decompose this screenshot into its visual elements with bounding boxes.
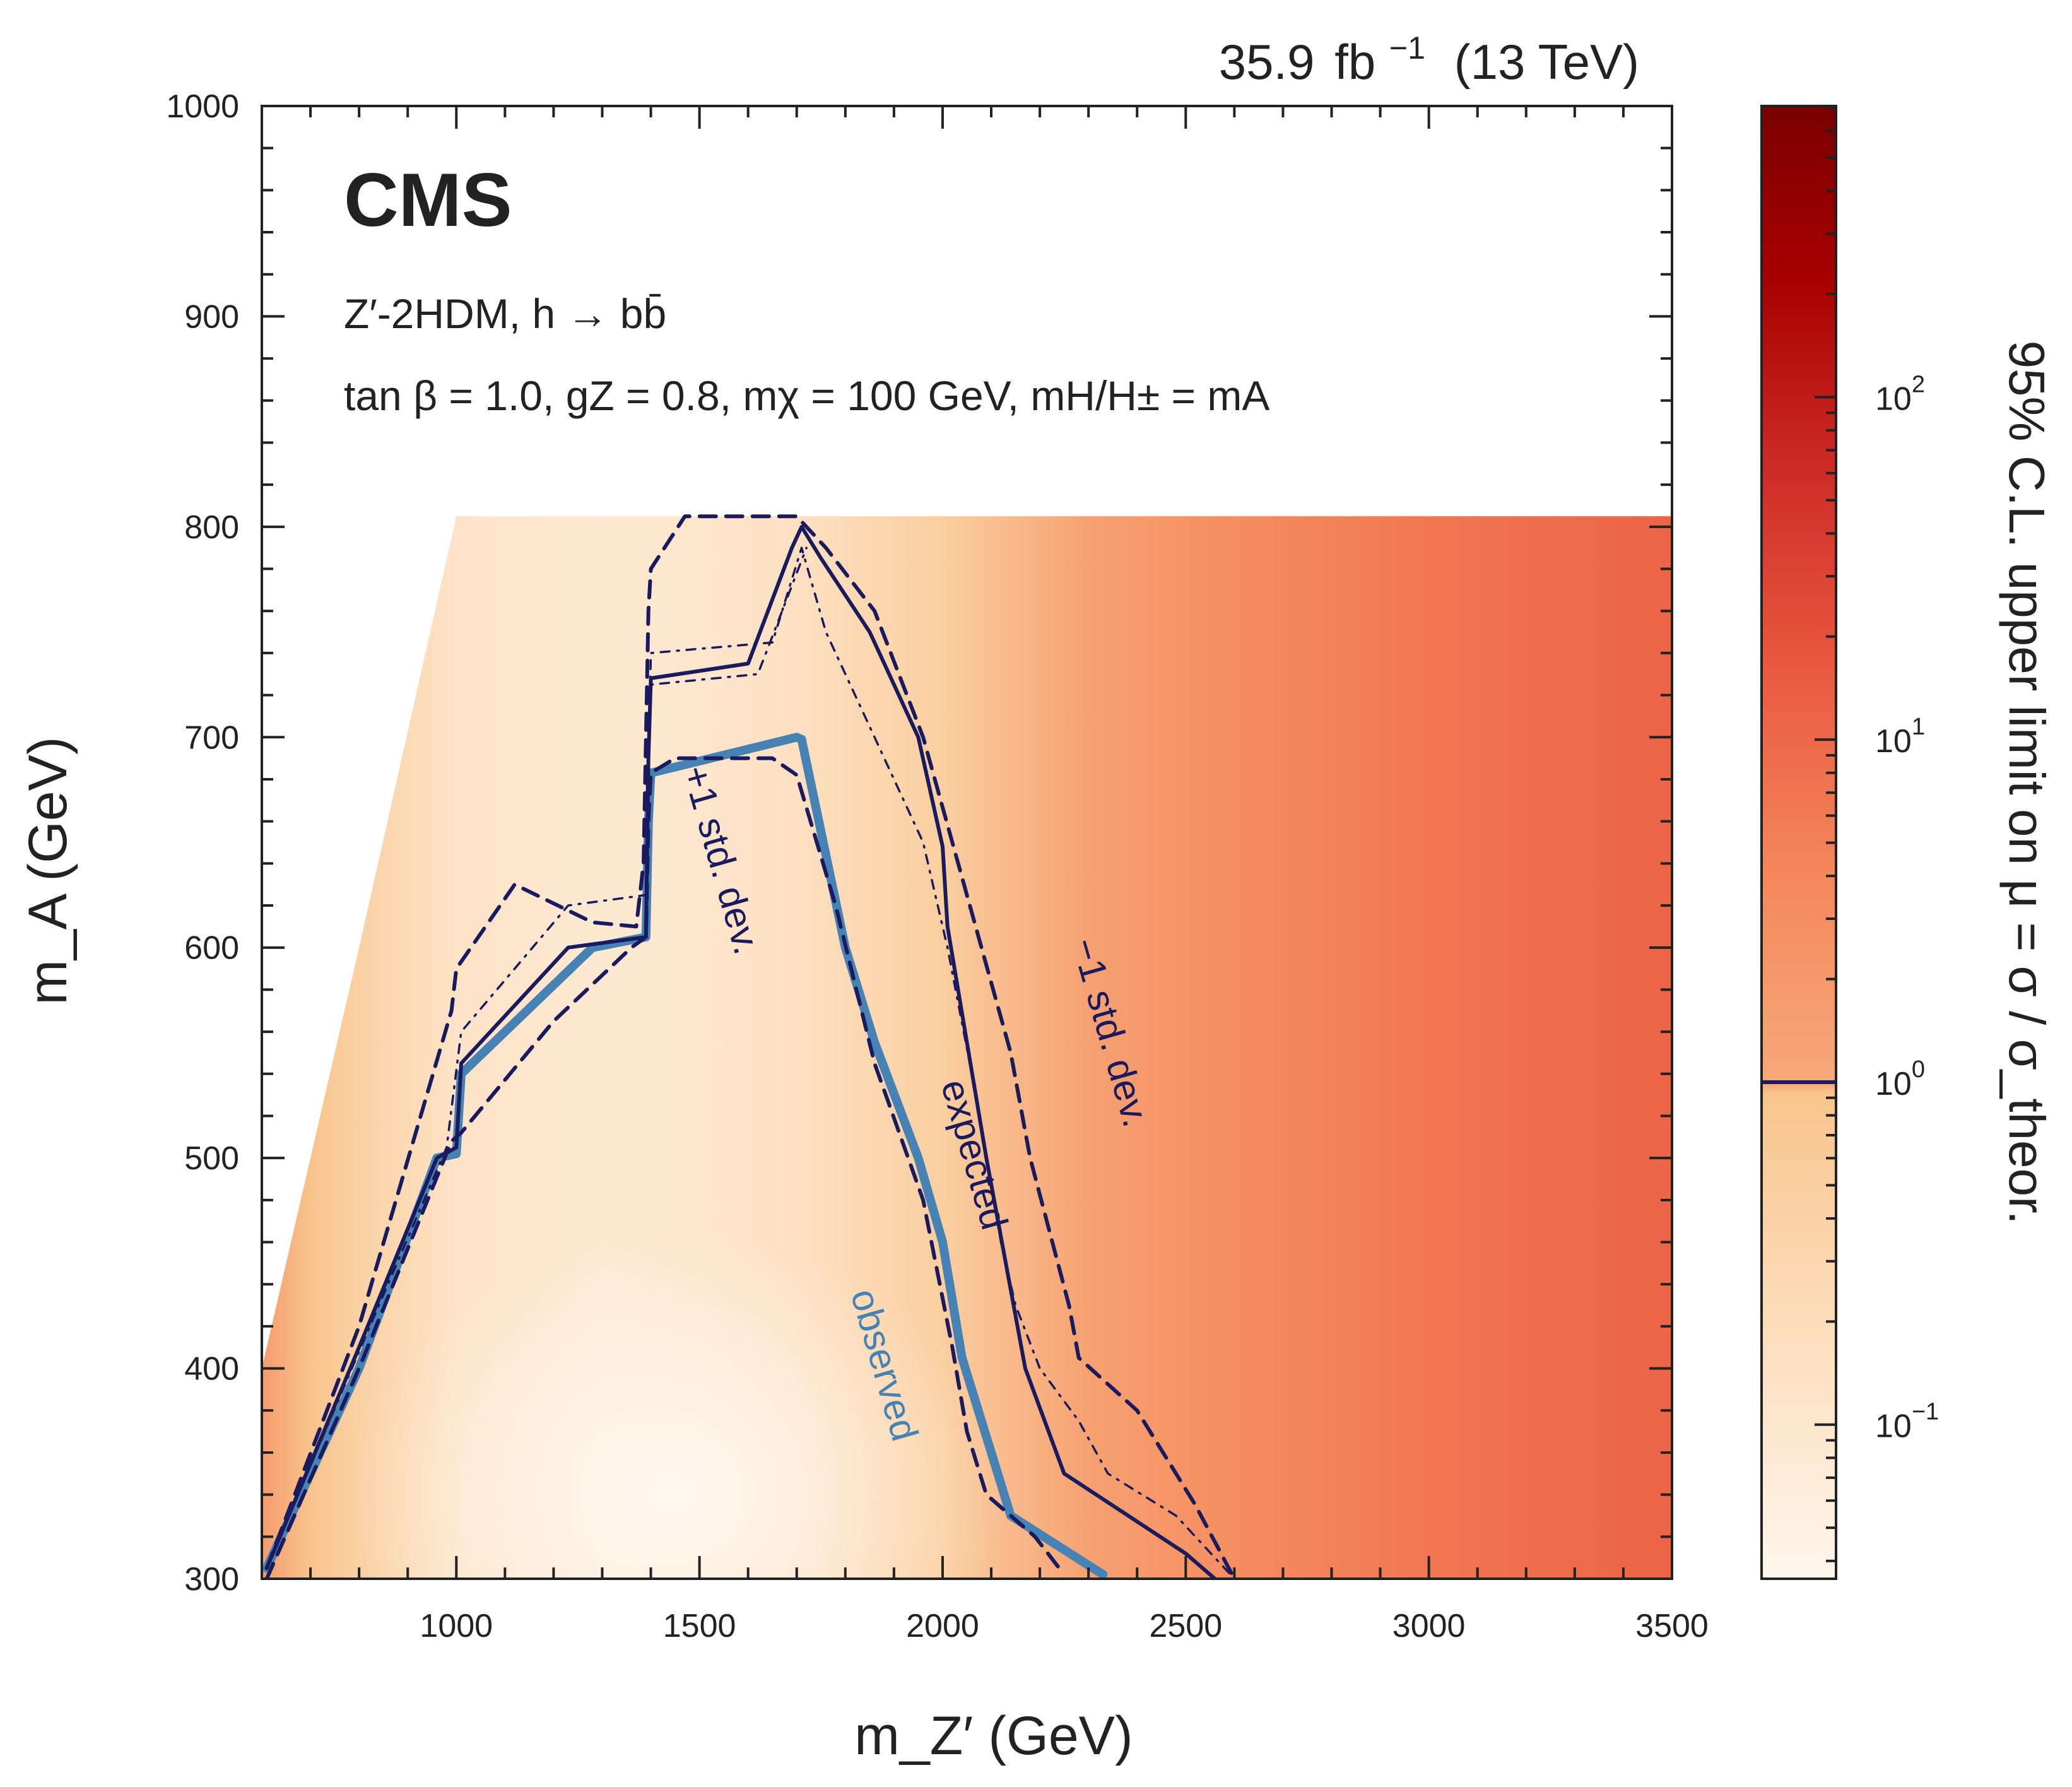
lumi-value: 35.9 bbox=[1219, 34, 1315, 90]
y-tick-label: 700 bbox=[184, 719, 239, 756]
contour-1-std-dev bbox=[264, 514, 1240, 1579]
x-tick-label: 2500 bbox=[1149, 1608, 1222, 1644]
contour-inner-dotted bbox=[265, 546, 1236, 1579]
colorbar-tick-base: 10 bbox=[1875, 1408, 1912, 1445]
colorbar-title: 95% C.L. upper limit on μ = σ / σ_theor. bbox=[1999, 340, 2055, 1224]
model-line-2: tan β = 1.0, gZ = 0.8, mχ = 100 GeV, mH/… bbox=[344, 372, 1269, 419]
x-tick-label: 3500 bbox=[1635, 1608, 1709, 1644]
colorbar-tick-label: 102 bbox=[1875, 371, 1925, 417]
colorbar-tick-base: 10 bbox=[1875, 723, 1912, 760]
lumi-energy: (13 TeV) bbox=[1454, 34, 1639, 90]
y-tick-label: 800 bbox=[184, 509, 239, 546]
colorbar-tick-label: 100 bbox=[1875, 1056, 1925, 1102]
limit-contours bbox=[262, 514, 1240, 1579]
colorbar-tick-exp: −1 bbox=[1912, 1399, 1939, 1425]
contour-observed bbox=[262, 733, 1108, 1579]
cms-label: CMS bbox=[344, 158, 512, 242]
y-tick-label: 900 bbox=[184, 298, 239, 335]
colorbar-tick-base: 10 bbox=[1875, 1066, 1912, 1102]
y-tick-label: 1000 bbox=[166, 88, 239, 125]
x-axis-title: m_Z′ (GeV) bbox=[854, 1706, 1133, 1766]
y-tick-label: 300 bbox=[184, 1561, 239, 1598]
plot-frame bbox=[261, 105, 1673, 1580]
colorbar-tick-exp: 2 bbox=[1912, 371, 1925, 398]
y-axis-title: m_A (GeV) bbox=[18, 736, 78, 1005]
colorbar-tick-exp: 1 bbox=[1912, 714, 1925, 740]
lumi-exponent: −1 bbox=[1389, 30, 1425, 66]
colorbar-tick-base: 10 bbox=[1875, 380, 1912, 417]
x-tick-label: 2000 bbox=[906, 1608, 979, 1644]
y-tick-label: 600 bbox=[184, 930, 239, 967]
colorbar-tick-exp: 0 bbox=[1912, 1056, 1925, 1083]
colorbar-gradient bbox=[1760, 105, 1837, 1580]
y-tick-label: 400 bbox=[184, 1351, 239, 1388]
x-tick-label: 1500 bbox=[663, 1608, 736, 1644]
contour-inner-dotted-2 bbox=[649, 546, 808, 686]
x-tick-label: 3000 bbox=[1392, 1608, 1466, 1644]
lumi-label: 35.9 fb −1 (13 TeV) bbox=[1219, 14, 1639, 90]
y-axis: 300 400 500 600 700 800 900 1000 bbox=[166, 88, 1672, 1598]
x-tick-label: 1000 bbox=[420, 1608, 493, 1644]
x-axis: 1000 1500 2000 2500 3000 3500 bbox=[309, 106, 1709, 1644]
heatmap-light-spot bbox=[347, 1229, 1003, 1579]
y-tick-label: 500 bbox=[184, 1140, 239, 1177]
lumi-unit: fb bbox=[1334, 34, 1375, 90]
model-line-1: Z′-2HDM, h → bb̄ bbox=[344, 290, 666, 337]
colorbar-tick-label: 101 bbox=[1875, 714, 1925, 760]
contour-1-std-dev bbox=[264, 756, 1061, 1579]
colorbar-tick-label: 10−1 bbox=[1875, 1399, 1939, 1445]
